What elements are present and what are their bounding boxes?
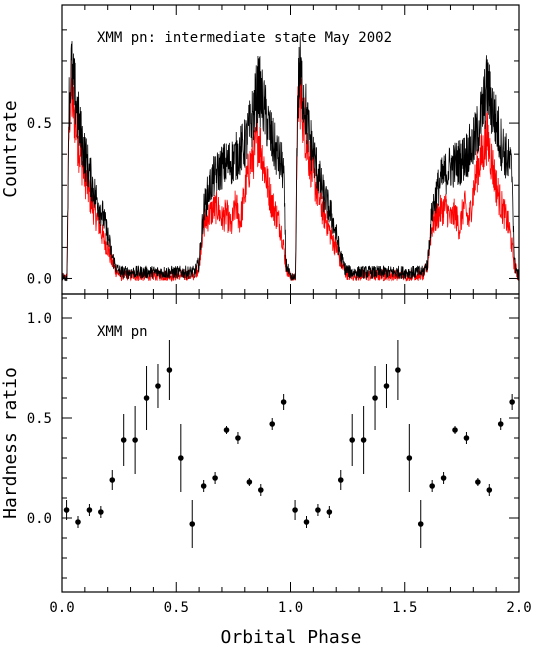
hardness-point [383,383,390,389]
hardness-point [337,477,344,483]
hardness-point [200,483,207,489]
hardness-tick-label: 1.0 [27,311,52,327]
countrate-ticks: 0.0 0.5 [27,5,520,294]
hardness-point [486,487,493,493]
hardness-point [417,521,424,527]
phase-tick-label: 1.5 [392,600,417,616]
hardness-point [189,521,196,527]
countrate-series-black [61,35,520,282]
hardness-point [223,427,230,433]
hardness-point [372,395,378,401]
hardness-point [509,399,515,405]
hardness-point [178,455,184,461]
phase-tick-label: 0.0 [49,600,74,616]
countrate-panel: 0.0 0.5 XMM pn: intermediate state May 20… [0,4,520,295]
hardness-point [360,437,367,443]
hardness-point [429,483,435,489]
hardness-point [475,479,481,485]
hardness-panel: 0.0 0.5 1.0 1.5 2.0 0.0 0.5 1.0 XMM pn Hardness… [0,293,532,648]
hardness-point [269,421,276,427]
hardness-ticks: 0.0 0.5 1.0 1.5 2.0 0.0 0.5 1.0 [27,294,532,616]
hardness-point [63,507,70,513]
countrate-annotation: XMM pn: intermediate state May 2002 [97,30,392,46]
hardness-point [132,437,138,443]
hardness-point [406,455,413,461]
hardness-point [86,507,93,513]
hardness-point [349,437,355,443]
hardness-tick-label: 0.0 [27,511,52,527]
hardness-point [166,367,173,373]
hardness-point [326,509,333,515]
hardness-point [155,383,161,389]
hardness-point [315,507,321,513]
hardness-point [246,479,253,485]
phase-xlabel: Orbital Phase [221,627,362,648]
hardness-point [395,367,401,373]
hardness-point [303,519,310,525]
hardness-point [212,475,218,481]
hardness-point [440,475,447,481]
hardness-point [98,509,104,515]
phase-tick-label: 0.5 [164,600,189,616]
hardness-point [292,507,298,513]
countrate-tick-label: 0.0 [27,271,52,287]
hardness-tick-label: 0.5 [27,411,52,427]
hardness-point [257,487,264,493]
hardness-point [452,427,458,433]
countrate-ylabel: Countrate [0,100,21,198]
hardness-annotation: XMM pn [97,324,148,340]
hardness-points [63,340,515,548]
hardness-point [143,395,150,401]
phase-tick-label: 1.0 [278,600,303,616]
countrate-curves [61,35,520,283]
hardness-point [109,477,116,483]
hardness-point [463,435,470,441]
countrate-tick-label: 0.5 [27,116,52,132]
hardness-ylabel: Hardness ratio [0,367,21,519]
phase-tick-label: 2.0 [506,600,531,616]
hardness-frame [61,293,520,593]
hardness-point [235,435,241,441]
hardness-point [280,399,287,405]
hardness-point [75,519,81,525]
hardness-point [120,437,127,443]
hardness-point [497,421,504,427]
